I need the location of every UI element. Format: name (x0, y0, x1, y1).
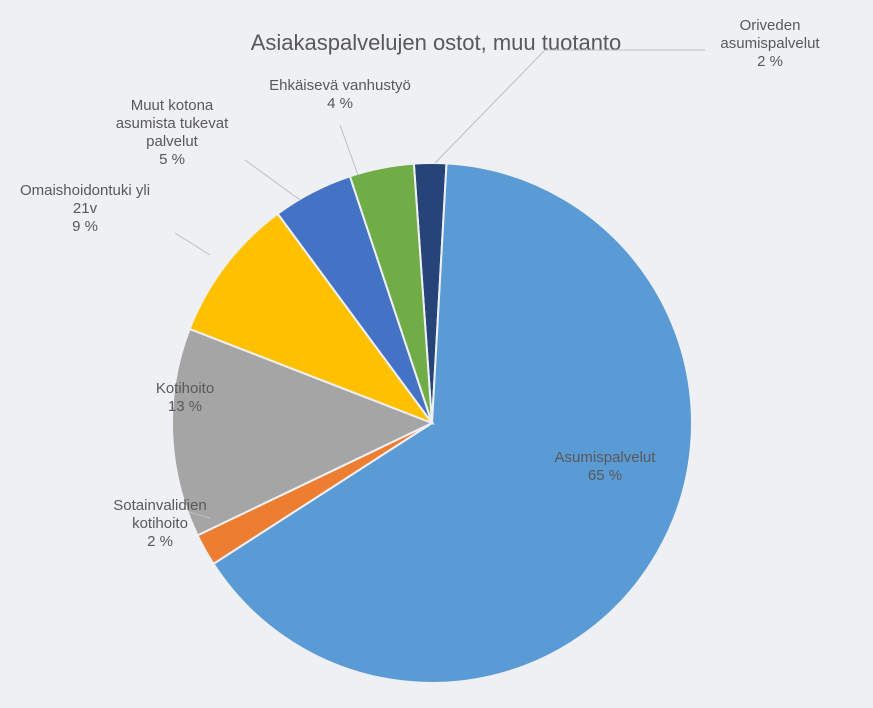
slice-label-line: 2 % (147, 533, 173, 550)
chart-title: Asiakaspalvelujen ostot, muu tuotanto (251, 30, 622, 55)
slice-label-line: palvelut (146, 133, 199, 150)
slice-label-line: 2 % (757, 53, 783, 70)
slice-label-line: asumista tukevat (116, 115, 229, 132)
slice-label-line: Kotihoito (156, 380, 214, 397)
slice-label-line: Asumispalvelut (555, 449, 657, 466)
slice-label-line: Ehkäisevä vanhustyö (269, 77, 411, 94)
slice-label-line: asumispalvelut (720, 35, 820, 52)
slice-label-line: 21v (73, 200, 98, 217)
slice-label-line: kotihoito (132, 515, 188, 532)
slice-label-line: 5 % (159, 151, 185, 168)
slice-label-line: Muut kotona (131, 97, 214, 114)
slice-label-line: Sotainvalidien (113, 497, 206, 514)
chart-container: Asiakaspalvelujen ostot, muu tuotanto Ori… (0, 0, 873, 708)
slice-label-line: 9 % (72, 218, 98, 235)
slice-label-line: 65 % (588, 467, 622, 484)
pie-chart-svg: Asiakaspalvelujen ostot, muu tuotanto Ori… (0, 0, 873, 708)
slice-label-line: Oriveden (740, 17, 801, 34)
slice-label-line: Omaishoidontuki yli (20, 182, 150, 199)
slice-label-line: 13 % (168, 398, 202, 415)
slice-label-line: 4 % (327, 95, 353, 112)
